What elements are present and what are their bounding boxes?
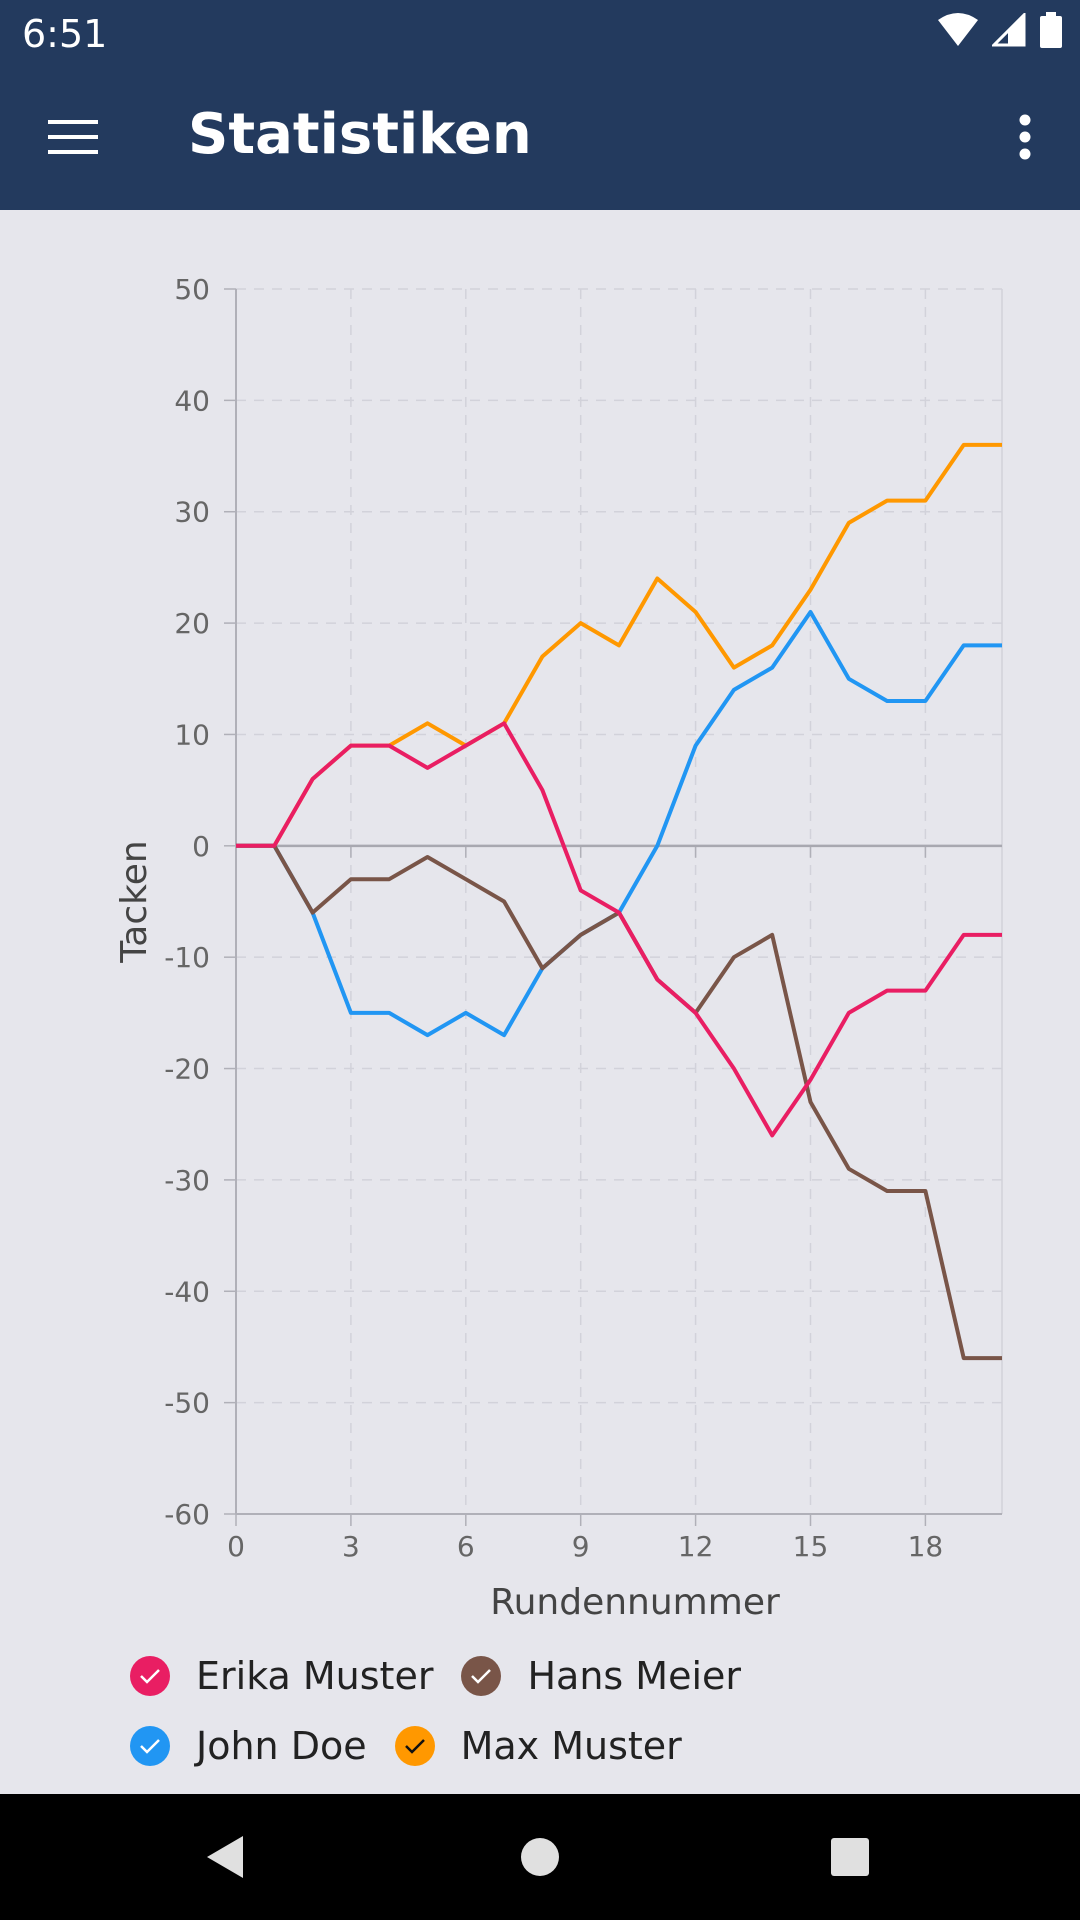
back-icon bbox=[207, 1836, 243, 1878]
overflow-menu-button[interactable] bbox=[990, 100, 1060, 174]
legend-label: Erika Muster bbox=[196, 1654, 434, 1698]
back-button[interactable] bbox=[190, 1822, 260, 1892]
status-icons bbox=[938, 10, 1062, 53]
y-tick-label: 40 bbox=[174, 384, 210, 417]
legend-label: John Doe bbox=[196, 1724, 367, 1768]
y-tick-label: 30 bbox=[174, 496, 210, 529]
wifi-icon bbox=[938, 12, 978, 53]
x-tick-label: 6 bbox=[457, 1530, 475, 1563]
checkmark-icon bbox=[461, 1656, 502, 1696]
legend-label: Hans Meier bbox=[527, 1654, 742, 1698]
x-tick-label: 9 bbox=[572, 1530, 590, 1563]
series-line-erika-muster bbox=[236, 721, 1002, 1138]
status-bar: 6:51 bbox=[0, 0, 1080, 64]
x-tick-label: 0 bbox=[227, 1530, 245, 1563]
cellular-signal-icon bbox=[990, 10, 1026, 52]
x-tick-label: 15 bbox=[793, 1530, 829, 1563]
home-button[interactable] bbox=[505, 1822, 575, 1892]
x-axis-title: Rundennummer bbox=[490, 1582, 780, 1623]
x-tick-label: 3 bbox=[342, 1530, 360, 1563]
y-tick-label: -40 bbox=[164, 1275, 210, 1308]
y-tick-label: -20 bbox=[164, 1053, 210, 1086]
checkmark-icon bbox=[130, 1656, 170, 1696]
home-icon bbox=[521, 1838, 559, 1876]
y-tick-label: -10 bbox=[164, 941, 210, 974]
checkmark-icon bbox=[130, 1726, 170, 1766]
y-tick-label: 20 bbox=[174, 607, 210, 640]
hamburger-menu-icon bbox=[48, 120, 98, 154]
battery-icon bbox=[1040, 11, 1062, 53]
y-axis-title: Tacken bbox=[114, 840, 155, 963]
menu-button[interactable] bbox=[30, 102, 116, 172]
line-chart[interactable]: 50 40 30 20 10 0 -10 -20 -30 -40 -50 -60 0 3 6 9 12 15 18 R… bbox=[0, 210, 1080, 1630]
page-title: Statistiken bbox=[188, 102, 532, 167]
legend-item-john-doe[interactable]: John Doe bbox=[130, 1720, 367, 1772]
app-bar: Statistiken bbox=[0, 64, 1080, 210]
chart-legend: Erika Muster Hans Meier John Doe Max Mus… bbox=[130, 1650, 1030, 1772]
legend-item-hans-meier[interactable]: Hans Meier bbox=[461, 1650, 741, 1702]
legend-item-max-muster[interactable]: Max Muster bbox=[394, 1720, 682, 1772]
x-tick-label: 18 bbox=[908, 1530, 944, 1563]
x-tick-label: 12 bbox=[678, 1530, 714, 1563]
legend-label: Max Muster bbox=[460, 1724, 682, 1768]
checkmark-icon bbox=[394, 1726, 435, 1766]
legend-item-erika-muster[interactable]: Erika Muster bbox=[130, 1650, 433, 1702]
status-time: 6:51 bbox=[22, 12, 108, 56]
y-tick-label: -50 bbox=[164, 1387, 210, 1420]
y-tick-label: 0 bbox=[192, 830, 210, 863]
y-tick-label: 10 bbox=[174, 718, 210, 751]
recents-icon bbox=[831, 1838, 869, 1876]
y-tick-label: -60 bbox=[164, 1498, 210, 1531]
more-vert-icon bbox=[1019, 114, 1031, 160]
y-tick-label: -30 bbox=[164, 1164, 210, 1197]
recents-button[interactable] bbox=[815, 1822, 885, 1892]
y-tick-label: 50 bbox=[174, 273, 210, 306]
statistics-content: 50 40 30 20 10 0 -10 -20 -30 -40 -50 -60 0 3 6 9 12 15 18 R… bbox=[0, 210, 1080, 1794]
navigation-bar bbox=[0, 1794, 1080, 1920]
